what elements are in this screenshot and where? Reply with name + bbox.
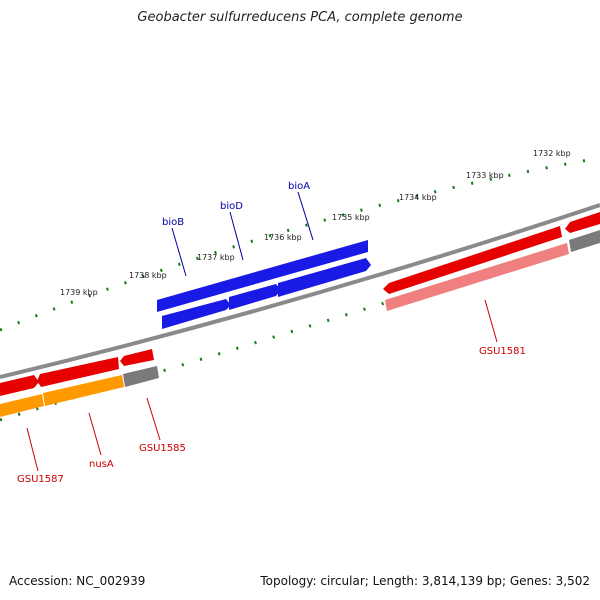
biod-gene[interactable] [162, 299, 231, 329]
genome-summary: Topology: circular; Length: 3,814,139 bp… [260, 574, 590, 588]
gsu1587-leader [26, 427, 39, 472]
biob-label[interactable]: bioB [162, 217, 184, 228]
gsu1581-label[interactable]: GSU1581 [479, 346, 526, 357]
gsu1580-gene[interactable] [565, 212, 600, 233]
gsu1581-pink-track [385, 243, 569, 311]
ruler-label: 1736 kbp [264, 233, 302, 242]
biod-label[interactable]: bioD [220, 201, 243, 212]
gsu1587-label[interactable]: GSU1587 [17, 474, 64, 485]
biob-gene[interactable] [278, 258, 371, 297]
gsu1585-label[interactable]: GSU1585 [139, 443, 186, 454]
ruler-label: 1732 kbp [533, 149, 571, 158]
biob-leader [171, 227, 187, 277]
red-gene-left-2[interactable] [37, 357, 119, 387]
bioh-gene[interactable] [229, 284, 281, 310]
ruler-label: 1737 kbp [197, 253, 235, 262]
genome-backbone [0, 203, 600, 379]
ruler-label: 1739 kbp [60, 288, 98, 297]
red-gene-left-3[interactable] [120, 349, 154, 366]
gsu1587-gene[interactable] [0, 394, 44, 417]
gray-gene-right [569, 230, 600, 252]
gsu1581-leader [484, 299, 498, 343]
ruler-label: 1734 kbp [399, 193, 437, 202]
nusa-gene[interactable] [43, 375, 124, 406]
biod-leader [229, 211, 244, 261]
accession-text: Accession: NC_002939 [9, 574, 146, 588]
bioa-gene[interactable] [157, 240, 368, 312]
red-gene-left-1[interactable] [0, 375, 39, 396]
gsu1585-leader [146, 397, 161, 441]
bioa-label[interactable]: bioA [288, 181, 310, 192]
ruler-label: 1735 kbp [332, 213, 370, 222]
nusa-label[interactable]: nusA [89, 459, 114, 470]
ruler-label: 1738 kbp [129, 271, 167, 280]
ruler-label: 1733 kbp [466, 171, 504, 180]
gsu1585-gene[interactable] [123, 366, 159, 387]
genome-title: Geobacter sulfurreducens PCA, complete g… [137, 10, 463, 25]
gsu1581-gene[interactable] [383, 226, 562, 294]
bioa-leader [297, 191, 314, 241]
nusa-leader [88, 412, 102, 456]
